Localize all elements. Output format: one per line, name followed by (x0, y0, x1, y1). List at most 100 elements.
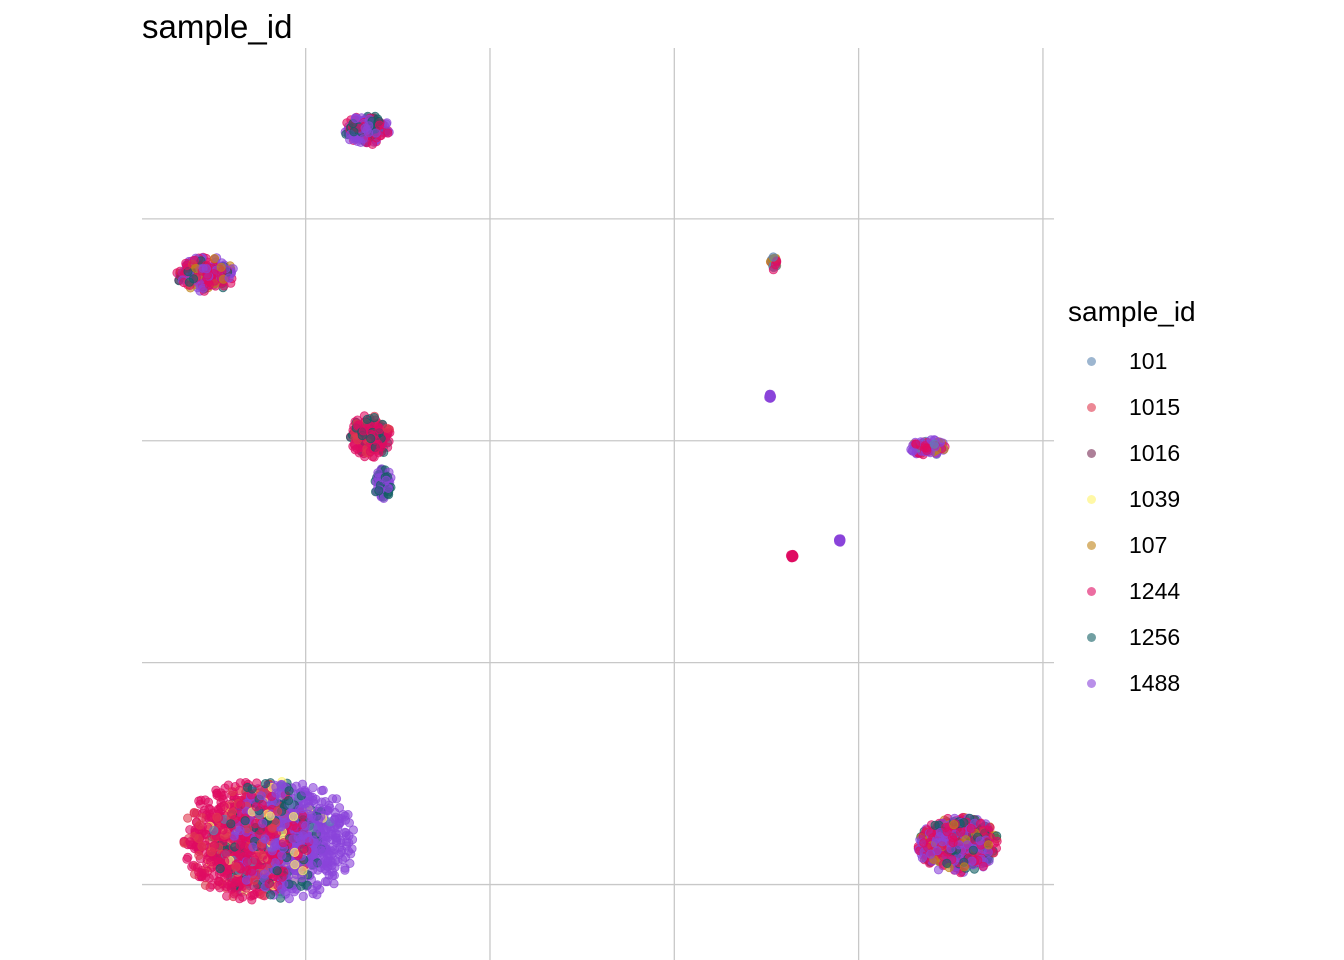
data-point (297, 803, 307, 814)
plot-title: sample_id (142, 8, 293, 45)
data-point (272, 866, 282, 876)
data-point (280, 819, 290, 829)
data-point (350, 113, 361, 124)
data-point (919, 838, 929, 848)
data-point (215, 863, 225, 874)
data-point (978, 861, 988, 871)
data-point (329, 870, 339, 881)
data-point (985, 822, 995, 833)
data-point (218, 825, 228, 835)
data-point (234, 849, 244, 860)
data-point (236, 800, 246, 810)
data-point (256, 791, 266, 801)
data-point (383, 483, 393, 493)
data-point (968, 845, 978, 855)
data-point (382, 423, 392, 433)
legend-key (1068, 338, 1114, 384)
data-point (267, 823, 277, 833)
data-point (183, 813, 193, 823)
legend-item: 107 (1068, 522, 1196, 568)
legend-item: 1016 (1068, 430, 1196, 476)
data-point (265, 811, 275, 821)
data-point (197, 841, 207, 851)
data-point (290, 847, 300, 858)
data-point (185, 837, 195, 847)
legend-label: 107 (1129, 531, 1168, 558)
data-point (262, 855, 272, 865)
data-point (373, 468, 383, 478)
data-point (975, 836, 985, 846)
data-point (194, 850, 204, 861)
data-point (258, 818, 268, 829)
data-point (288, 811, 299, 822)
legend-key (1068, 614, 1114, 660)
data-point (214, 876, 224, 887)
data-point (975, 819, 986, 829)
data-point (227, 878, 237, 888)
data-point (308, 835, 318, 845)
legend-label: 1256 (1129, 623, 1181, 650)
data-point (768, 252, 778, 262)
data-point (184, 277, 194, 287)
legend-dot-icon (1087, 403, 1096, 412)
data-point (911, 439, 921, 449)
data-point (374, 120, 385, 130)
data-point (216, 262, 226, 272)
data-point (327, 794, 338, 804)
legend-label: 1039 (1129, 485, 1181, 512)
legend-item: 1256 (1068, 614, 1196, 660)
data-point (260, 834, 270, 844)
data-point (205, 804, 215, 814)
data-point (284, 893, 294, 904)
data-point (301, 821, 311, 831)
data-point (249, 875, 259, 885)
data-point (374, 486, 384, 496)
data-point (204, 280, 214, 290)
legend-key (1068, 384, 1114, 430)
data-point (938, 837, 948, 847)
legend-dot-icon (1087, 449, 1096, 458)
data-point (231, 862, 241, 872)
legend-label: 101 (1129, 347, 1168, 374)
data-point (356, 137, 366, 147)
data-point (224, 273, 234, 283)
data-point (250, 855, 260, 865)
data-point (272, 806, 283, 817)
data-point (967, 856, 977, 866)
data-point (235, 894, 245, 904)
legend-label: 1244 (1129, 577, 1181, 604)
data-point (182, 260, 192, 270)
data-point (195, 820, 205, 830)
data-point (258, 890, 268, 900)
data-point (265, 890, 276, 900)
data-point (327, 861, 337, 871)
legend-key (1068, 476, 1114, 522)
data-point (216, 802, 226, 812)
data-point (314, 814, 324, 824)
data-point (194, 867, 204, 877)
legend-dot-icon (1087, 679, 1096, 688)
data-point (929, 439, 939, 449)
data-point (324, 849, 334, 860)
data-point (212, 854, 222, 864)
data-point (252, 778, 262, 788)
data-point (212, 812, 222, 822)
gridlines (142, 48, 1054, 960)
data-point (340, 865, 350, 875)
data-point (284, 786, 294, 796)
data-point (383, 128, 393, 138)
data-point (283, 795, 294, 806)
legend-key (1068, 660, 1114, 706)
data-point (264, 879, 274, 889)
data-point (209, 254, 220, 264)
data-point (247, 895, 257, 905)
data-point (766, 392, 776, 402)
legend-dot-icon (1087, 495, 1096, 504)
data-point (308, 850, 319, 860)
data-point (219, 790, 229, 800)
data-point (358, 426, 368, 436)
data-point (366, 433, 376, 444)
data-point (331, 812, 341, 822)
data-point (206, 847, 216, 857)
